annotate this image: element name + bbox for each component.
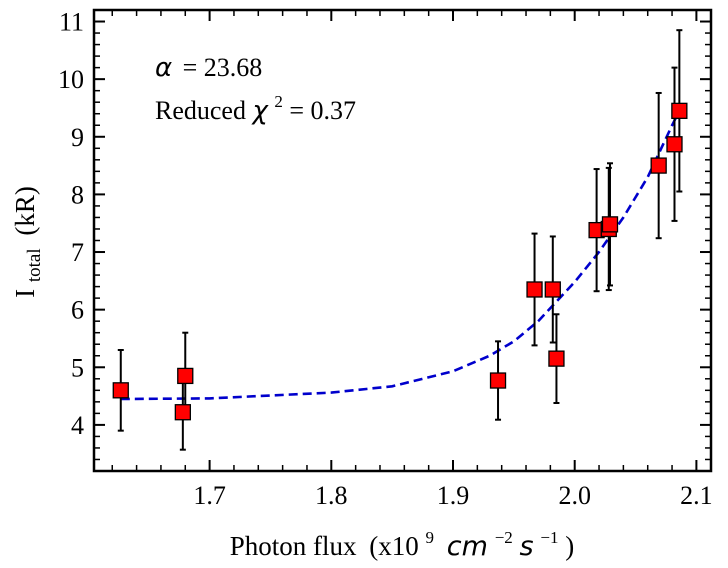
y-tick-label: 7 — [71, 238, 84, 267]
y-axis-label: I total (kR) — [10, 186, 46, 298]
y-axis-label-text: I — [10, 289, 40, 298]
marker-layer — [112, 102, 688, 421]
alpha-value: = 23.68 — [183, 53, 263, 82]
x-tick-label: 2.0 — [558, 481, 591, 510]
x-axis-unit-exp2: −2 — [495, 528, 513, 547]
x-axis-unit-close: ) — [565, 531, 574, 561]
chi-value: = 0.37 — [289, 96, 356, 125]
data-point-marker — [177, 367, 194, 385]
data-point-marker — [544, 281, 561, 298]
data-point-marker — [666, 136, 683, 153]
x-axis-unit-exp3: −1 — [540, 528, 558, 547]
y-tick-label: 10 — [58, 65, 84, 94]
x-tick-label: 2.1 — [680, 481, 713, 510]
x-tick-label: 1.7 — [193, 481, 226, 510]
y-tick-label: 6 — [71, 296, 84, 325]
chi-annotation: Reduced χ 2 = 0.37 — [155, 84, 356, 126]
y-tick-label: 9 — [71, 123, 84, 152]
chi-exponent: 2 — [274, 92, 283, 111]
data-point-marker — [601, 216, 619, 233]
y-axis-label-unit: (kR) — [10, 186, 40, 236]
tick-labels-layer: 1.7 1.8 1.9 2.0 2.1 4 5 6 7 8 9 10 11 — [58, 8, 713, 510]
chi-prefix: Reduced — [155, 96, 252, 125]
x-axis-label-text: Photon flux — [230, 531, 357, 561]
data-point-marker — [650, 157, 667, 174]
x-axis-unit-open: (x10 — [369, 531, 419, 561]
data-point-marker — [526, 281, 543, 298]
plot-frame — [92, 8, 713, 473]
x-tick-label: 1.9 — [437, 481, 470, 510]
y-tick-label: 4 — [71, 411, 84, 440]
y-tick-label: 5 — [71, 353, 84, 382]
y-tick-label: 8 — [71, 180, 84, 209]
y-tick-label: 11 — [59, 8, 84, 37]
fit-curve — [120, 110, 681, 401]
x-tick-label: 1.8 — [315, 481, 348, 510]
fit-layer — [120, 110, 681, 401]
data-point-marker — [112, 382, 129, 399]
data-point-marker — [671, 102, 688, 119]
data-point-marker — [548, 350, 565, 367]
x-axis-label: Photon flux (x10 9 cm −2 s −1 ) — [230, 519, 574, 562]
x-axis-unit-exp1: 9 — [426, 528, 435, 547]
x-axis-unit-s: s — [520, 531, 534, 562]
data-point-marker — [174, 404, 191, 421]
y-axis-label-sub: total — [24, 248, 45, 282]
alpha-annotation: α = 23.68 — [155, 53, 262, 83]
chi-symbol: χ — [250, 96, 269, 126]
x-axis-unit-cm: cm — [447, 531, 488, 562]
data-point-marker — [489, 372, 507, 389]
alpha-symbol: α — [155, 53, 172, 83]
